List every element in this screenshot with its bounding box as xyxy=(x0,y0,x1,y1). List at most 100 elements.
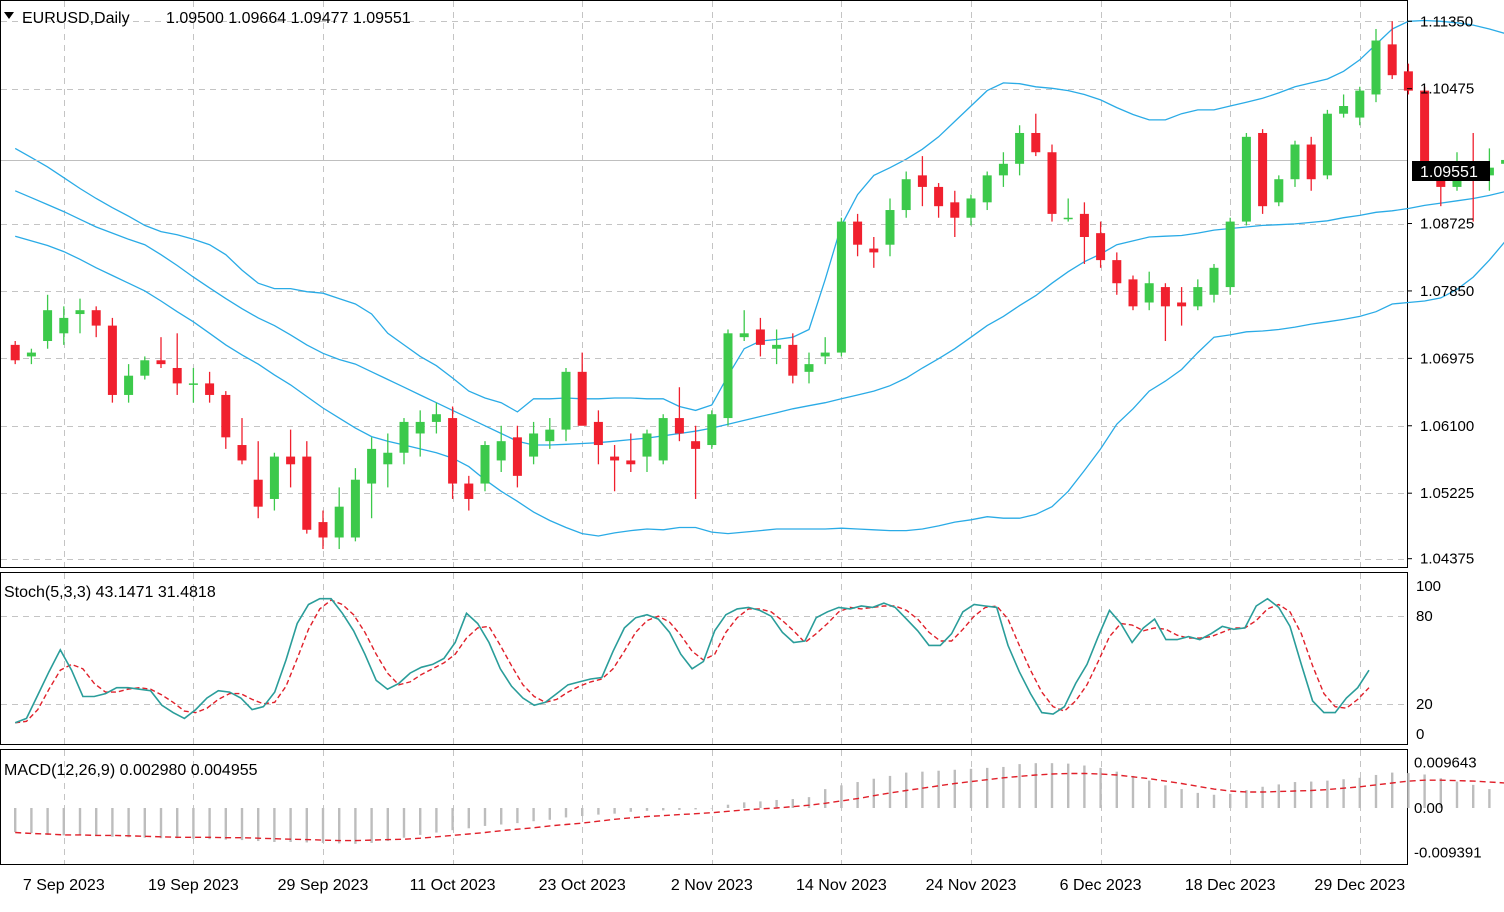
candle-body xyxy=(998,163,1008,176)
price-panel[interactable] xyxy=(0,0,1408,568)
candle-body xyxy=(140,360,150,376)
bullish-candle xyxy=(1144,271,1154,311)
stoch-main-line xyxy=(14,597,1370,724)
price-tick-label: 1.06100 xyxy=(1420,418,1474,435)
bullish-candle xyxy=(124,364,134,403)
current-price-tag xyxy=(1412,161,1490,181)
macd-label: MACD(12,26,9) 0.002980 0.004955 xyxy=(4,762,258,779)
bullish-candle xyxy=(1063,198,1073,222)
date-tick-label: 29 Dec 2023 xyxy=(1314,877,1405,894)
candle-body xyxy=(350,479,360,538)
candle-body xyxy=(934,186,944,207)
date-tick-label: 29 Sep 2023 xyxy=(278,877,369,894)
bullish-candle xyxy=(350,468,360,542)
candle-body xyxy=(59,317,69,334)
candle-body xyxy=(1031,132,1041,153)
date-tick-label: 7 Sep 2023 xyxy=(23,877,105,894)
bearish-candle xyxy=(1031,113,1041,157)
bullish-candle xyxy=(75,298,85,334)
candlesticks xyxy=(10,21,1504,550)
stoch-tick-label: 20 xyxy=(1416,696,1433,713)
bullish-candle xyxy=(43,294,53,349)
price-tick-label: 1.05225 xyxy=(1420,485,1474,502)
bb-lower-line xyxy=(15,235,1504,537)
bearish-candle xyxy=(1177,287,1187,326)
candle-body xyxy=(1355,90,1365,118)
price-tick-label: 1.10475 xyxy=(1420,81,1474,98)
bullish-candle xyxy=(901,171,911,218)
candle-body xyxy=(610,456,620,461)
candle-body xyxy=(286,456,296,465)
dropdown-triangle-icon[interactable] xyxy=(4,12,14,19)
candle-body xyxy=(302,456,312,530)
bearish-candle xyxy=(448,406,458,499)
bullish-candle xyxy=(966,194,976,226)
ohlc-values: 1.09500 1.09664 1.09477 1.09551 xyxy=(166,10,411,27)
candle-body xyxy=(188,383,198,385)
candle-body xyxy=(1420,90,1430,172)
bearish-candle xyxy=(869,237,879,268)
candle-body xyxy=(496,441,506,461)
candle-body xyxy=(1306,144,1316,180)
candle-body xyxy=(480,445,490,484)
bearish-candle xyxy=(853,213,863,257)
candle-body xyxy=(1079,213,1089,237)
candle-body xyxy=(885,210,895,245)
bearish-candle xyxy=(934,183,944,218)
bearish-candle xyxy=(253,441,263,519)
date-tick-label: 24 Nov 2023 xyxy=(926,877,1017,894)
bullish-candle xyxy=(804,352,814,384)
candle-body xyxy=(561,371,571,430)
macd-tick-label: 0.00 xyxy=(1414,800,1443,817)
bearish-candle xyxy=(1160,283,1170,342)
candle-body xyxy=(1015,132,1025,164)
candle-body xyxy=(107,325,117,395)
candle-body xyxy=(707,414,717,446)
candle-body xyxy=(91,310,101,326)
bearish-candle xyxy=(10,341,20,365)
bearish-candle xyxy=(172,333,182,395)
candle-body xyxy=(26,352,36,357)
bearish-candle xyxy=(237,418,247,465)
bullish-candle xyxy=(739,310,749,342)
candle-body xyxy=(464,483,474,499)
candle-body xyxy=(1160,287,1170,307)
bearish-candle xyxy=(1258,129,1268,214)
bullish-candle xyxy=(982,171,992,211)
date-tick-label: 23 Oct 2023 xyxy=(539,877,626,894)
bearish-candle xyxy=(1403,63,1413,95)
stoch-signal-line xyxy=(15,599,1370,724)
bullish-candle xyxy=(431,402,441,434)
bearish-candle xyxy=(577,352,587,426)
candle-body xyxy=(836,221,846,353)
stochastic-panel[interactable] xyxy=(0,572,1408,745)
bearish-candle xyxy=(512,425,522,488)
bearish-candle xyxy=(221,391,231,449)
candle-body xyxy=(1193,287,1203,307)
bearish-candle xyxy=(1096,221,1106,268)
candle-body xyxy=(318,522,328,538)
candle-body xyxy=(10,344,20,361)
candle-body xyxy=(691,441,701,449)
candle-body xyxy=(1096,233,1106,261)
bullish-candle xyxy=(367,437,377,519)
macd-series xyxy=(13,763,1504,844)
candle-body xyxy=(788,344,798,376)
price-tick-label: 1.06975 xyxy=(1420,350,1474,367)
bearish-candle xyxy=(950,190,960,237)
candle-body xyxy=(804,364,814,372)
bearish-candle xyxy=(691,425,701,499)
bullish-candle xyxy=(1225,217,1235,295)
candle-body xyxy=(642,433,652,457)
candle-body xyxy=(739,333,749,338)
bearish-candle xyxy=(674,387,684,442)
stochastic-lines xyxy=(14,597,1370,724)
candle-body xyxy=(529,433,539,457)
bullish-candle xyxy=(26,348,36,365)
bearish-candle xyxy=(1128,275,1138,311)
candle-body xyxy=(1339,106,1349,114)
bullish-candle xyxy=(1371,28,1381,103)
bearish-candle xyxy=(91,306,101,338)
candle-body xyxy=(950,202,960,218)
